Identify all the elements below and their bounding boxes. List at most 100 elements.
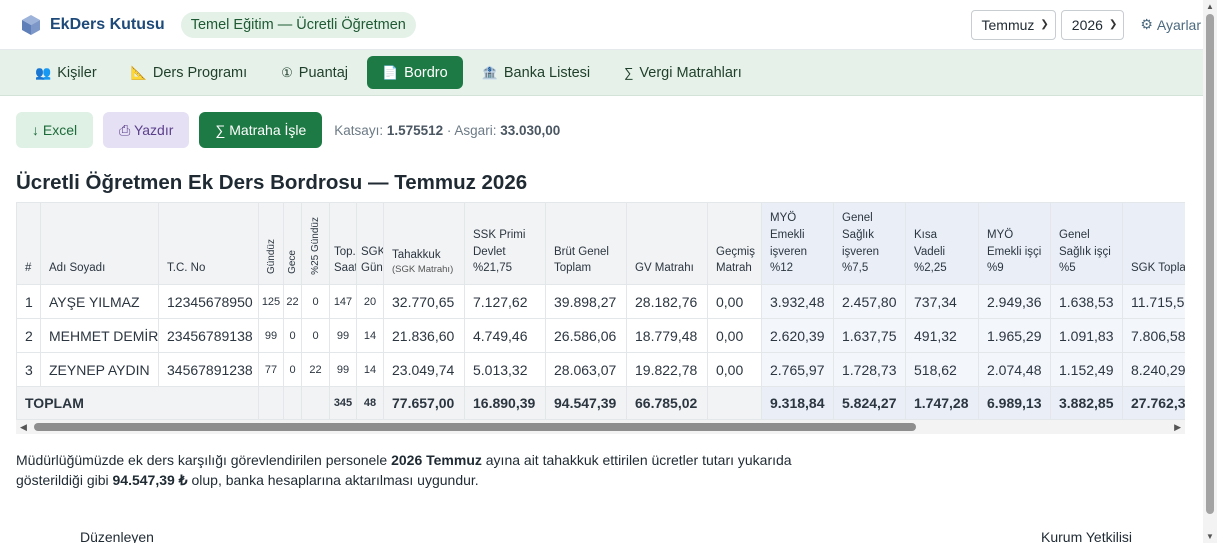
year-select[interactable]: 2026 ❯: [1060, 9, 1125, 40]
col-myo-isveren: MYÖ Emekli işveren %12: [761, 202, 834, 285]
signature-prepared-by: Düzenleyen: [80, 529, 154, 543]
cell-top-saat: 99: [329, 352, 357, 387]
top-bar: EkDers Kutusu Temel Eğitim — Ücretli Öğr…: [0, 0, 1217, 50]
vertical-scrollbar[interactable]: ▲ ▼: [1203, 0, 1217, 543]
cell-sgk-gun: 14: [356, 318, 384, 353]
cell-sgk-toplam: 7.806,58: [1122, 318, 1185, 353]
table-row[interactable]: 3 ZEYNEP AYDIN 34567891238 77 0 22 99 14…: [16, 352, 1185, 387]
total-gss-isveren: 5.824,27: [833, 386, 906, 420]
cell-gece: 22: [283, 284, 302, 319]
cell-gunduz25: 22: [301, 352, 330, 387]
col-brut: Brüt Genel Toplam: [545, 202, 627, 285]
horizontal-scrollbar[interactable]: ◀ ▶: [16, 420, 1185, 434]
note-period: 2026 Temmuz: [391, 452, 482, 468]
chevron-down-icon: ❯: [1040, 19, 1049, 30]
cell-myo-isci: 1.965,29: [978, 318, 1051, 353]
cell-sgk-gun: 14: [356, 352, 384, 387]
col-tc: T.C. No: [158, 202, 259, 285]
apply-matrah-button[interactable]: ∑ Matraha İşle: [199, 112, 323, 148]
vertical-scroll-thumb[interactable]: [1206, 14, 1214, 514]
col-sgk-toplam: SGK Toplam: [1122, 202, 1185, 285]
cell-empty: [707, 386, 762, 420]
payroll-table-container[interactable]: # Adı Soyadı T.C. No Gündüz Gece %25 Gün…: [16, 202, 1185, 420]
note-text-2: ayına ait tahakkuk ettirilen ücretler tu…: [16, 452, 792, 488]
payroll-table: # Adı Soyadı T.C. No Gündüz Gece %25 Gün…: [16, 202, 1185, 420]
cell-name: ZEYNEP AYDIN: [40, 352, 159, 387]
col-gece-label: Gece: [287, 250, 298, 275]
cell-gece: 0: [283, 318, 302, 353]
cell-gunduz25: 0: [301, 318, 330, 353]
col-gunduz25: %25 Gündüz: [301, 202, 330, 285]
total-kisa-vadeli: 1.747,28: [905, 386, 979, 420]
cube-logo-icon: [22, 14, 40, 35]
people-icon: 👥: [35, 64, 52, 80]
main-nav: 👥 Kişiler 📐 Ders Programı ① Puantaj 📄 Bo…: [0, 50, 1217, 96]
horizontal-scroll-thumb[interactable]: [34, 423, 916, 431]
tab-label: Puantaj: [298, 64, 348, 81]
tab-bordro[interactable]: 📄 Bordro: [366, 56, 463, 89]
col-gv-matrah: GV Matrahı: [626, 202, 708, 285]
scroll-down-icon[interactable]: ▼: [1206, 532, 1214, 541]
tab-vergi-matrahlari[interactable]: ∑ Vergi Matrahları: [609, 56, 757, 89]
total-myo-isci: 6.989,13: [978, 386, 1051, 420]
tab-banka-listesi[interactable]: 🏦 Banka Listesi: [467, 56, 605, 89]
col-sgk-gun: SGK Gün: [356, 202, 384, 285]
table-row[interactable]: 2 MEHMET DEMİR 23456789138 99 0 0 99 14 …: [16, 318, 1185, 353]
tab-label: Bordro: [404, 64, 448, 81]
cell-no: 2: [16, 318, 41, 353]
asgari-value: 33.030,00: [500, 122, 561, 138]
total-top-saat: 345: [329, 386, 357, 420]
total-sgk-gun: 48: [356, 386, 384, 420]
ruler-triangle-icon: 📐: [130, 64, 147, 80]
cell-gv-matrah: 28.182,76: [626, 284, 708, 319]
cell-brut: 39.898,27: [545, 284, 627, 319]
cell-top-saat: 147: [329, 284, 357, 319]
table-total-row: TOPLAM 345 48 77.657,00 16.890,39 94.547…: [16, 386, 1185, 420]
col-tahakkuk-sub: (SGK Matrahı): [392, 264, 454, 276]
cell-tc: 23456789138: [158, 318, 259, 353]
tab-puantaj[interactable]: ① Puantaj: [266, 56, 363, 89]
col-gunduz: Gündüz: [258, 202, 284, 285]
cell-gss-isveren: 1.728,73: [833, 352, 906, 387]
total-gv-matrah: 66.785,02: [626, 386, 708, 420]
tab-label: Vergi Matrahları: [639, 64, 742, 81]
cell-tc: 34567891238: [158, 352, 259, 387]
settings-link[interactable]: ⚙ Ayarlar: [1140, 16, 1201, 33]
tab-kisiler[interactable]: 👥 Kişiler: [20, 56, 112, 89]
scroll-left-icon[interactable]: ◀: [20, 422, 27, 432]
total-sgk-toplam: 27.762,3: [1122, 386, 1185, 420]
cell-gunduz: 77: [258, 352, 284, 387]
col-ssk-devlet: SSK Primi Devlet %21,75: [464, 202, 546, 285]
note-amount: 94.547,39 ₺: [112, 472, 188, 488]
cell-gss-isci: 1.152,49: [1050, 352, 1123, 387]
scroll-right-icon[interactable]: ▶: [1174, 422, 1181, 432]
context-badge: Temel Eğitim — Ücretli Öğretmen: [180, 11, 416, 38]
month-select-value: Temmuz: [981, 16, 1035, 33]
total-myo-isveren: 9.318,84: [761, 386, 834, 420]
print-button[interactable]: ⎙ Yazdır: [103, 112, 190, 148]
sigma-icon: ∑: [624, 65, 634, 80]
signature-authority: Kurum Yetkilisi: [1041, 529, 1133, 543]
tab-label: Kişiler: [57, 64, 97, 81]
col-myo-isci: MYÖ Emekli işçi %9: [978, 202, 1051, 285]
month-select[interactable]: Temmuz ❯: [970, 9, 1056, 40]
note-text-1: Müdürlüğümüzde ek ders karşılığı görevle…: [16, 452, 392, 468]
cell-empty: [258, 386, 284, 420]
cell-gss-isveren: 1.637,75: [833, 318, 906, 353]
cell-kisa-vadeli: 491,32: [905, 318, 979, 353]
cell-no: 3: [16, 352, 41, 387]
table-row[interactable]: 1 AYŞE YILMAZ 12345678950 125 22 0 147 2…: [16, 284, 1185, 319]
col-tahakkuk: Tahakkuk (SGK Matrahı): [383, 202, 465, 285]
excel-button[interactable]: ↓ Excel: [16, 112, 94, 148]
cell-ssk-devlet: 5.013,32: [464, 352, 546, 387]
col-name: Adı Soyadı: [40, 202, 159, 285]
app-logo[interactable]: EkDers Kutusu: [20, 14, 165, 36]
cell-tahakkuk: 23.049,74: [383, 352, 465, 387]
cell-tc: 12345678950: [158, 284, 259, 319]
tab-ders-programi[interactable]: 📐 Ders Programı: [116, 56, 262, 89]
year-select-value: 2026: [1071, 16, 1103, 33]
scroll-up-icon[interactable]: ▲: [1206, 2, 1214, 11]
tab-label: Ders Programı: [152, 64, 248, 81]
cell-gss-isci: 1.091,83: [1050, 318, 1123, 353]
cell-empty: [283, 386, 302, 420]
